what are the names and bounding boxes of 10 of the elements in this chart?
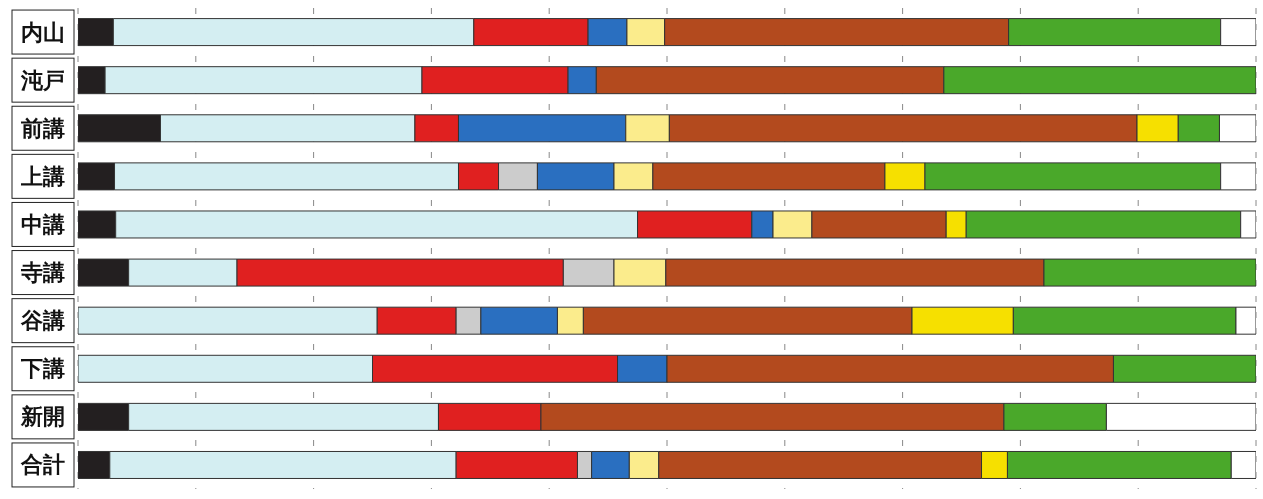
y-tick-label: 下講 [20,356,65,382]
y-tick-label: 中講 [21,211,65,237]
y-tick-label: 合計 [20,452,65,478]
y-tick-label: 谷講 [20,308,65,334]
y-tick-label: 上講 [20,163,65,189]
y-tick-label: 沌戸 [20,67,65,93]
y-tick-label: 内山 [21,19,65,45]
y-tick-label: 寺講 [20,260,65,286]
y-tick-label: 前講 [20,115,65,141]
y-tick-label: 新開 [20,404,65,430]
